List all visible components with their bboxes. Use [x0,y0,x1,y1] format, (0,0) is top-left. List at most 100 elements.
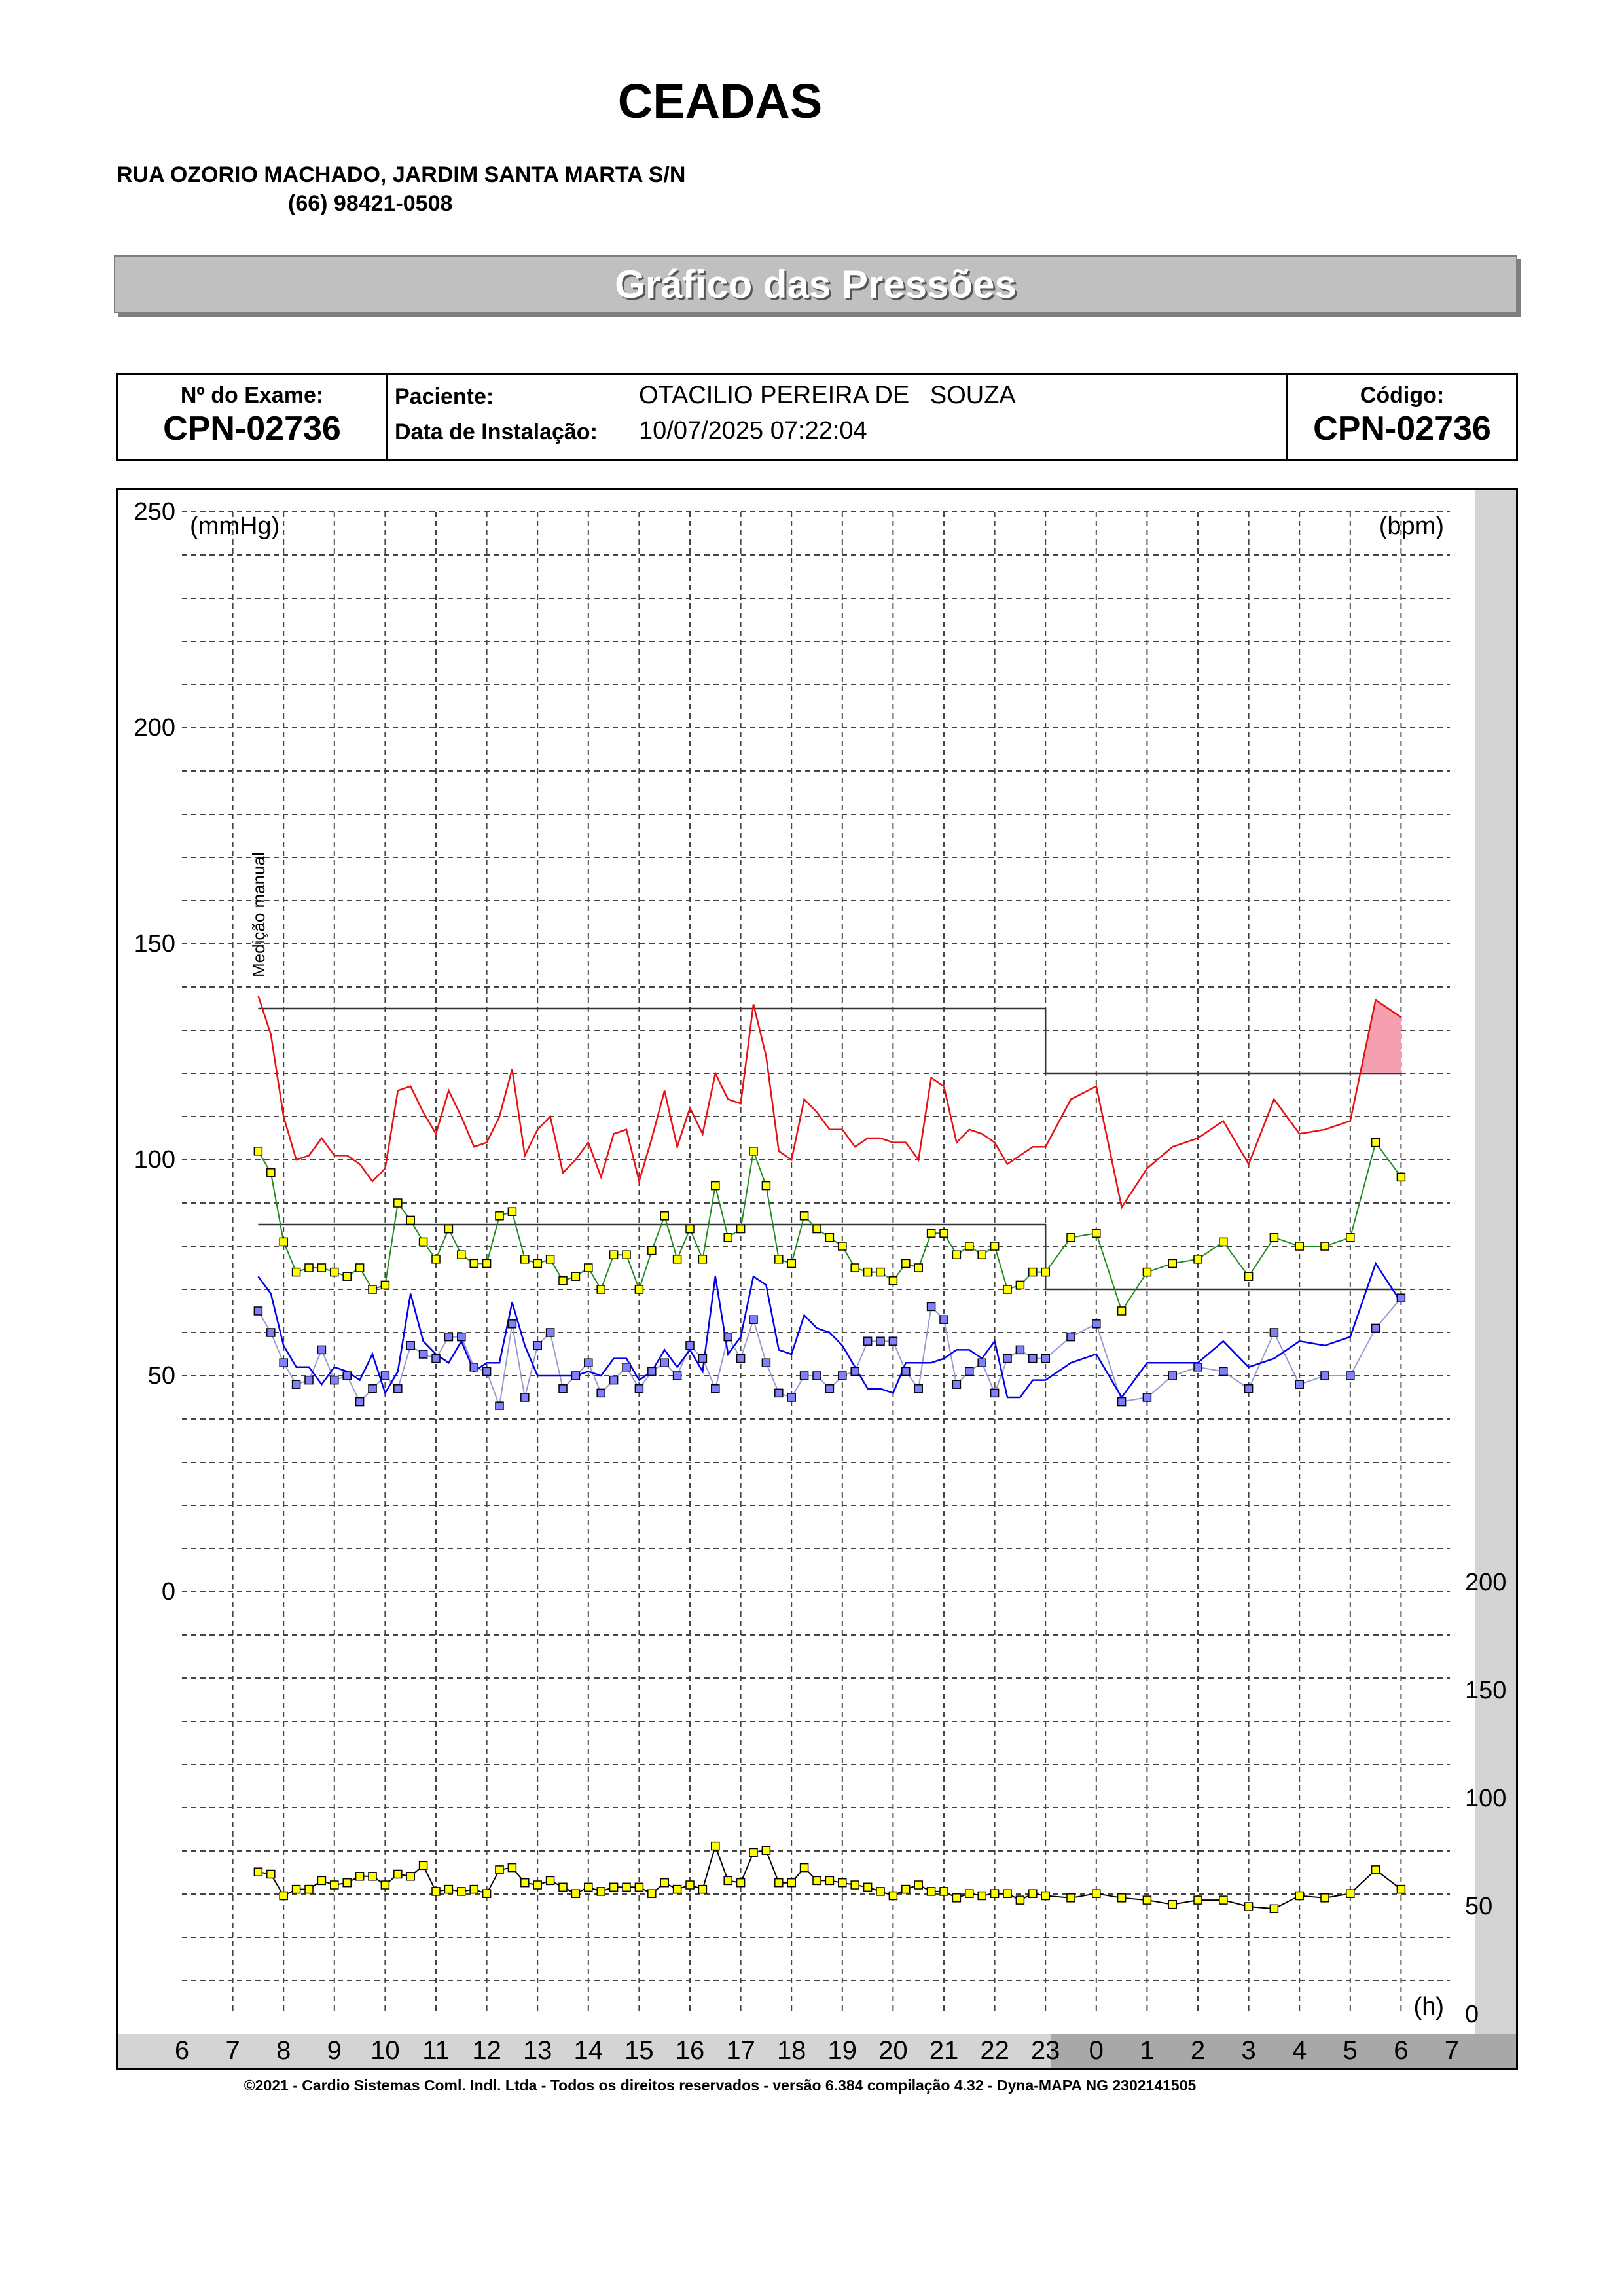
systolic-line [257,995,1402,1210]
pulse-pressure-point [888,1336,898,1346]
hour-tick-label: 20 [878,2036,908,2065]
pulse-pressure-point [799,1371,809,1380]
pulse-pressure-point [457,1332,466,1342]
heart-rate-point [1142,1895,1152,1905]
heart-rate-point [571,1889,581,1898]
mean-point [736,1224,746,1234]
pulse-pressure-point [977,1358,986,1367]
mean-point [342,1272,352,1281]
pulse-pressure-point [1092,1319,1101,1329]
hour-tick-label: 11 [422,2036,450,2065]
mean-point [799,1211,809,1221]
mean-point [1244,1272,1254,1281]
heart-rate-point [1041,1891,1050,1901]
mean-point [1168,1259,1177,1268]
mean-point [622,1250,631,1259]
patient-cell: Paciente: OTACILIO PEREIRA DE SOUZA Data… [388,375,1286,459]
mean-point [444,1224,454,1234]
report-title-banner: Gráfico das Pressões [114,255,1517,313]
heart-rate-point [952,1893,962,1903]
heart-rate-point [1015,1895,1025,1905]
heart-rate-point [253,1867,263,1876]
heart-rate-point [431,1887,441,1896]
hour-tick-label: 3 [1241,2036,1255,2065]
pulse-pressure-point [431,1354,441,1363]
heart-rate-point [634,1882,644,1892]
pulse-pressure-point [495,1401,504,1410]
clinic-name: CEADAS [617,74,823,128]
heart-rate-point [838,1878,847,1888]
pulse-pressure-point [787,1393,796,1402]
heart-rate-point [1028,1889,1038,1898]
heart-rate-point [596,1887,605,1896]
pulse-pressure-point [533,1341,542,1350]
install-date-value: 10/07/2025 07:22:04 [639,417,867,444]
mean-point [571,1272,581,1281]
pulse-pressure-point [1219,1367,1228,1376]
pulse-pressure-point [863,1336,873,1346]
mean-point [914,1263,923,1272]
info-divider [386,375,388,459]
mean-point [380,1280,390,1290]
pulse-pressure-point [1028,1354,1038,1363]
exam-number-label: Nº do Exame: [180,383,324,408]
pulse-pressure-point [622,1363,631,1372]
heart-rate-point [1269,1904,1279,1914]
pulse-pressure-point [749,1315,758,1324]
mean-point [393,1198,403,1208]
pulse-pressure-point [850,1367,859,1376]
right-tick-label: 100 [1465,1785,1506,1812]
heart-rate-point [812,1876,821,1886]
mean-point [330,1267,339,1277]
heart-rate-point [799,1863,809,1873]
footer-copyright: ©2021 - Cardio Sistemas Coml. Indl. Ltda… [244,2077,1197,2094]
pulse-pressure-point [647,1367,657,1376]
pulse-pressure-point [774,1388,784,1398]
heart-rate-point [774,1878,784,1888]
pulse-pressure-point [1320,1371,1329,1380]
pulse-pressure-point [1168,1371,1177,1380]
heart-rate-point [685,1880,695,1890]
heart-rate-point [965,1889,974,1898]
hour-tick-label: 18 [777,2036,806,2065]
pulse-pressure-point [380,1371,390,1380]
heart-rate-point [1168,1899,1177,1909]
heart-rate-point [330,1880,339,1890]
pulse-pressure-point [1041,1354,1050,1363]
mean-point [926,1229,936,1238]
mean-point [1193,1255,1202,1264]
pulse-pressure-point [965,1367,974,1376]
right-tick-label: 50 [1465,1893,1492,1920]
pulse-pressure-point [711,1384,720,1393]
pulse-pressure-point [330,1375,339,1385]
mean-point [647,1246,657,1255]
pulse-pressure-point [660,1358,669,1367]
mean-point [634,1285,644,1294]
heart-rate-point [368,1872,377,1881]
hour-tick-label: 16 [676,2036,705,2065]
pulse-pressure-point [1371,1323,1380,1333]
mean-point [1041,1267,1050,1277]
systolic-excess-area [1360,999,1401,1073]
mean-point [1371,1138,1380,1147]
hour-tick-label: 6 [1394,2036,1408,2065]
hour-tick-label: 0 [1089,2036,1104,2065]
left-tick-label: 50 [148,1362,175,1390]
heart-rate-point [457,1887,466,1896]
pulse-pressure-point [291,1380,301,1389]
pulse-pressure-point [545,1328,555,1337]
mean-point [507,1207,517,1216]
heart-rate-point [977,1891,986,1901]
mean-point [1269,1233,1279,1242]
patient-name: OTACILIO PEREIRA DE SOUZA [639,382,1016,409]
mean-point [253,1147,263,1156]
pulse-pressure-point [672,1371,682,1380]
pulse-pressure-point [634,1384,644,1393]
pulse-pressure-point [469,1363,478,1372]
exam-number-value: CPN-02736 [163,410,341,448]
heart-rate-point [787,1878,796,1888]
manual-measurement-annotation: Medição manual [249,852,268,977]
hour-tick-label: 22 [980,2036,1009,2065]
